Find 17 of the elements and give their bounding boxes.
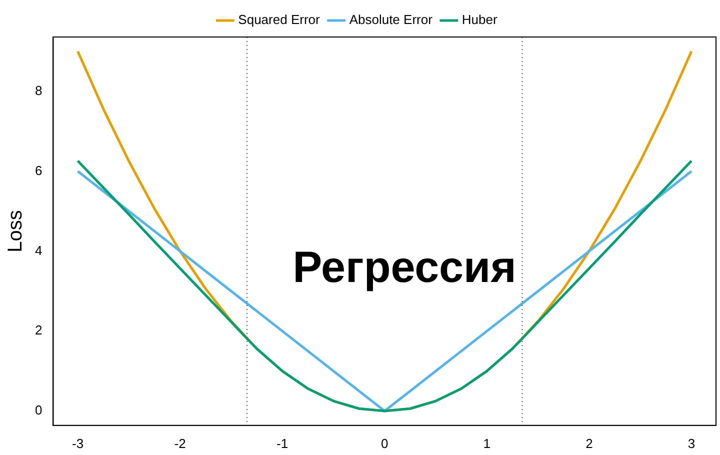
y-tick-label: 4 [34, 242, 42, 258]
x-tick-label: -1 [276, 436, 288, 451]
legend-label: Huber [462, 12, 498, 28]
y-tick-label: 2 [34, 322, 42, 338]
x-tick-label: -3 [72, 436, 84, 451]
x-tick-label: 2 [586, 436, 593, 451]
legend-label: Absolute Error [349, 12, 434, 28]
y-axis-title: Loss [4, 210, 27, 252]
y-tick-label: 6 [34, 162, 42, 178]
x-tick-label: 1 [483, 436, 491, 451]
legend-label: Squared Error [238, 12, 320, 28]
x-tick-label: 3 [688, 436, 696, 451]
y-tick-label: 8 [34, 82, 42, 98]
y-tick-label: 0 [34, 402, 42, 418]
x-tick-label: 0 [381, 436, 388, 451]
annotation: Регрессия [292, 243, 516, 292]
x-tick-label: -2 [174, 436, 186, 451]
